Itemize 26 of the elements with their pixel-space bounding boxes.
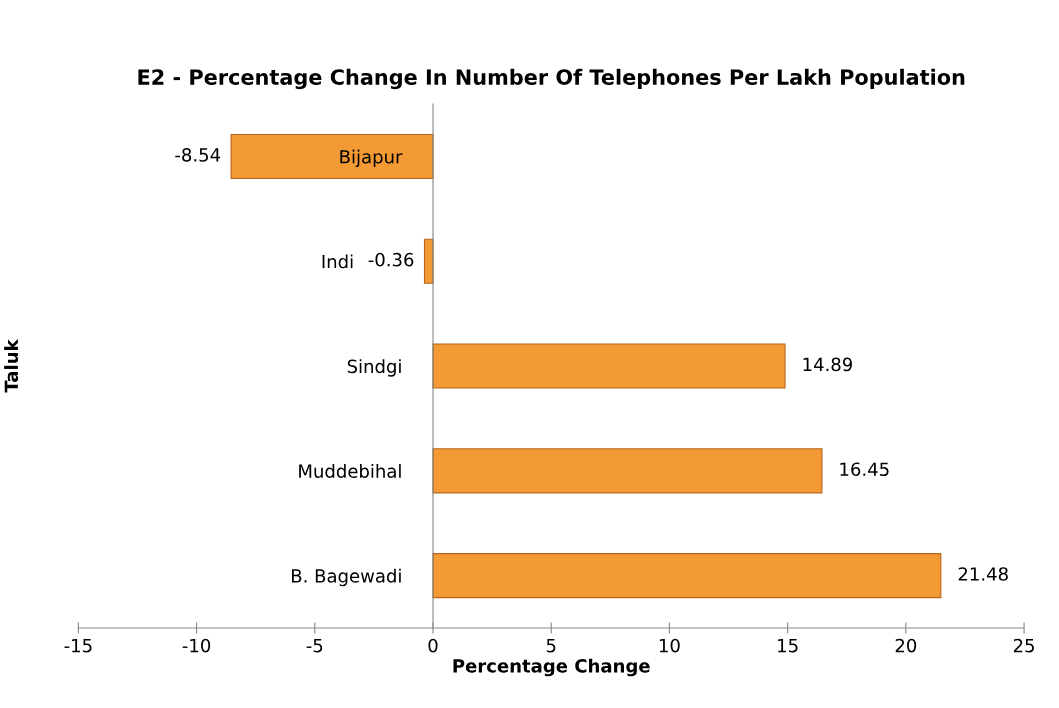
x-tick-label: 5 [546,638,556,653]
x-tick-label: -5 [306,638,323,653]
x-tick-label: 0 [428,638,438,653]
bar [432,343,786,389]
y-tick-label: Indi [322,254,353,269]
y-axis-title: Taluk [4,339,19,393]
x-tick-label: -15 [64,638,92,653]
y-tick-label: Bijapur [340,149,403,168]
y-tick-label: Sindgi [347,359,401,377]
bar [432,553,942,599]
data-label: 21.48 [958,567,1008,581]
y-tick-label: Muddebihal [299,463,401,478]
bar [230,133,434,180]
x-tick-label: 20 [895,638,917,653]
x-tick-label: 10 [659,638,680,653]
y-tick-label: B. Bagewadi [292,568,401,587]
chart-title: E2 - Percentage Change In Number Of Telephones Per Lakh Population [138,68,965,90]
data-label: 16.45 [840,462,889,477]
data-label: -8.54 [175,148,221,162]
x-tick-label: 15 [778,638,798,653]
bar [432,448,823,494]
data-label: -0.36 [368,252,414,267]
x-axis-title: Percentage Change [453,658,650,677]
data-label: 14.89 [803,357,852,372]
x-tick-label: -10 [182,638,211,653]
x-tick-label: 25 [1013,638,1034,653]
